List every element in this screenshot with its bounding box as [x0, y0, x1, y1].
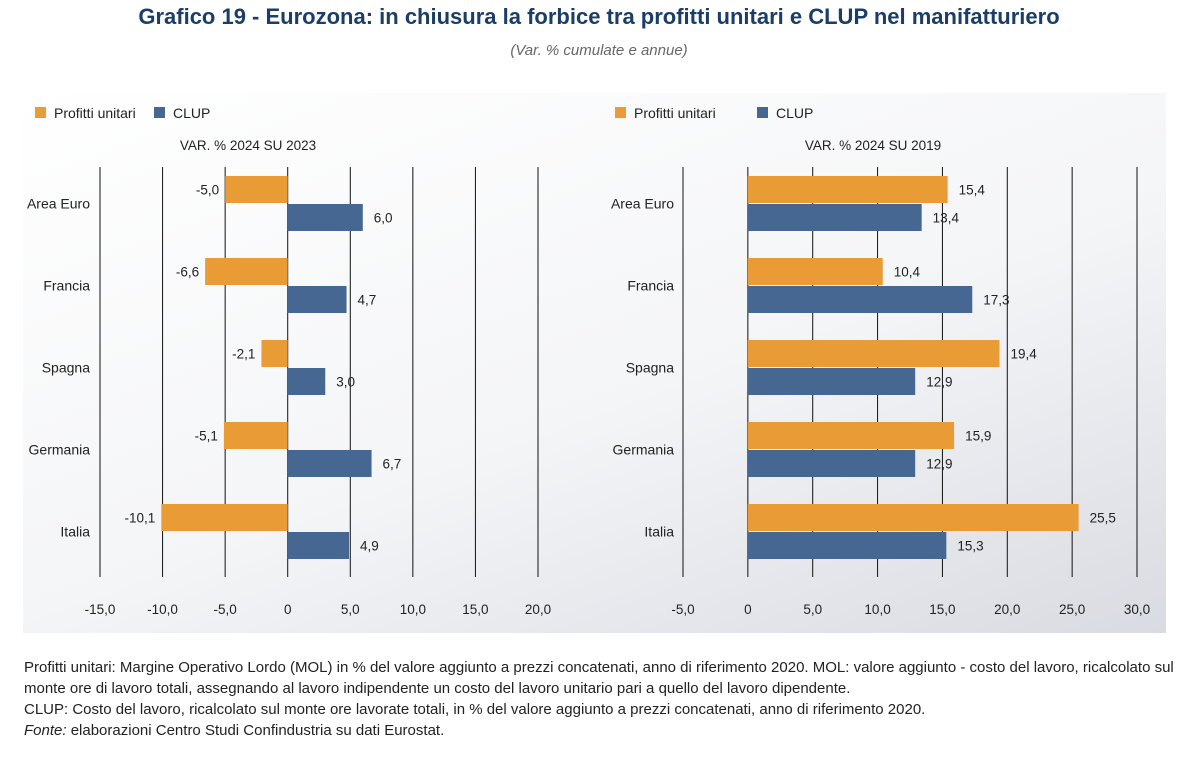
- category-label: Germania: [613, 442, 675, 458]
- x-tick-label: 15,0: [929, 602, 955, 617]
- x-tick-label: -5,0: [214, 602, 237, 617]
- data-label-profitti: 19,4: [1011, 347, 1038, 362]
- bar-clup: [747, 368, 916, 395]
- fonte-label: Fonte:: [24, 722, 67, 739]
- bar-profitti: [161, 504, 288, 531]
- x-tick-label: 15,0: [462, 602, 488, 617]
- bar-clup: [287, 532, 350, 559]
- x-tick-label: 25,0: [1059, 602, 1085, 617]
- x-tick-label: 5,0: [803, 602, 822, 617]
- legend-swatch-profitti: [615, 107, 626, 118]
- legend-label-clup: CLUP: [173, 105, 210, 121]
- chart-subtitle: (Var. % cumulate e annue): [510, 42, 688, 59]
- bar-profitti: [747, 504, 1079, 531]
- note-clup: CLUP: Costo del lavoro, ricalcolato sul …: [24, 701, 926, 718]
- legend-swatch-profitti: [35, 107, 46, 118]
- data-label-profitti: -5,1: [195, 429, 218, 444]
- bar-profitti: [223, 422, 288, 449]
- category-label: Francia: [43, 278, 90, 294]
- x-tick-label: -5,0: [671, 602, 694, 617]
- data-label-profitti: 25,5: [1090, 511, 1116, 526]
- data-label-clup: 15,3: [957, 539, 983, 554]
- legend-label-profitti: Profitti unitari: [634, 105, 716, 121]
- note-fonte: Fonte: elaborazioni Centro Studi Confind…: [24, 720, 1184, 741]
- bar-profitti: [747, 258, 883, 285]
- fonte-text: elaborazioni Centro Studi Confindustria …: [66, 722, 445, 739]
- category-label: Francia: [627, 278, 674, 294]
- data-label-profitti: 15,4: [959, 183, 986, 198]
- bar-clup: [747, 532, 947, 559]
- chart-svg: Profitti unitari CLUP VAR. % 2024 SU 2023 -…: [27, 105, 1150, 617]
- bar-clup: [287, 204, 363, 231]
- bar-profitti: [747, 176, 948, 203]
- bar-clup: [747, 286, 973, 313]
- chart-title: Grafico 19 - Eurozona: in chiusura la fo…: [138, 4, 1060, 29]
- data-label-clup: 17,3: [983, 293, 1009, 308]
- data-label-clup: 4,7: [358, 293, 377, 308]
- bar-profitti: [747, 422, 955, 449]
- legend-swatch-clup: [154, 107, 165, 118]
- data-label-clup: 3,0: [336, 375, 355, 390]
- data-label-profitti: 10,4: [894, 265, 921, 280]
- data-label-profitti: -2,1: [232, 347, 255, 362]
- data-label-clup: 4,9: [360, 539, 379, 554]
- x-tick-label: 20,0: [994, 602, 1020, 617]
- bar-profitti: [225, 176, 288, 203]
- category-label: Area Euro: [27, 196, 90, 212]
- bar-profitti: [261, 340, 288, 367]
- x-tick-label: 30,0: [1124, 602, 1150, 617]
- bar-clup: [747, 450, 916, 477]
- x-tick-label: 20,0: [525, 602, 551, 617]
- category-label: Germania: [29, 442, 91, 458]
- data-label-profitti: -6,6: [176, 265, 199, 280]
- category-label: Spagna: [42, 360, 90, 376]
- bar-profitti: [205, 258, 288, 285]
- panel-title: VAR. % 2024 SU 2023: [180, 138, 316, 153]
- legend-label-clup: CLUP: [776, 105, 813, 121]
- data-label-profitti: 15,9: [965, 429, 991, 444]
- category-label: Italia: [60, 524, 90, 540]
- x-tick-label: -10,0: [147, 602, 178, 617]
- x-tick-label: -15,0: [85, 602, 116, 617]
- x-tick-label: 0: [744, 602, 752, 617]
- x-tick-label: 5,0: [341, 602, 360, 617]
- category-label: Area Euro: [611, 196, 674, 212]
- x-tick-label: 10,0: [864, 602, 890, 617]
- data-label-clup: 12,9: [926, 457, 952, 472]
- x-tick-label: 0: [284, 602, 292, 617]
- legend-label-profitti: Profitti unitari: [54, 105, 136, 121]
- x-tick-label: 10,0: [400, 602, 426, 617]
- data-label-clup: 12,9: [926, 375, 952, 390]
- data-label-clup: 6,7: [383, 457, 402, 472]
- category-label: Italia: [644, 524, 674, 540]
- footnotes: Profitti unitari: Margine Operativo Lord…: [24, 657, 1184, 741]
- bar-clup: [287, 286, 347, 313]
- note-profitti: Profitti unitari: Margine Operativo Lord…: [24, 659, 1174, 697]
- panel-title: VAR. % 2024 SU 2019: [805, 138, 941, 153]
- data-label-clup: 6,0: [374, 211, 393, 226]
- chart-panel: Profitti unitari CLUP VAR. % 2024 SU 2023 -…: [23, 93, 1166, 633]
- bar-profitti: [747, 340, 1000, 367]
- data-label-profitti: -5,0: [196, 183, 219, 198]
- category-label: Spagna: [626, 360, 674, 376]
- data-label-profitti: -10,1: [125, 511, 156, 526]
- data-label-clup: 13,4: [933, 211, 960, 226]
- bar-clup: [747, 204, 922, 231]
- bar-clup: [287, 368, 326, 395]
- legend-swatch-clup: [757, 107, 768, 118]
- bar-clup: [287, 450, 372, 477]
